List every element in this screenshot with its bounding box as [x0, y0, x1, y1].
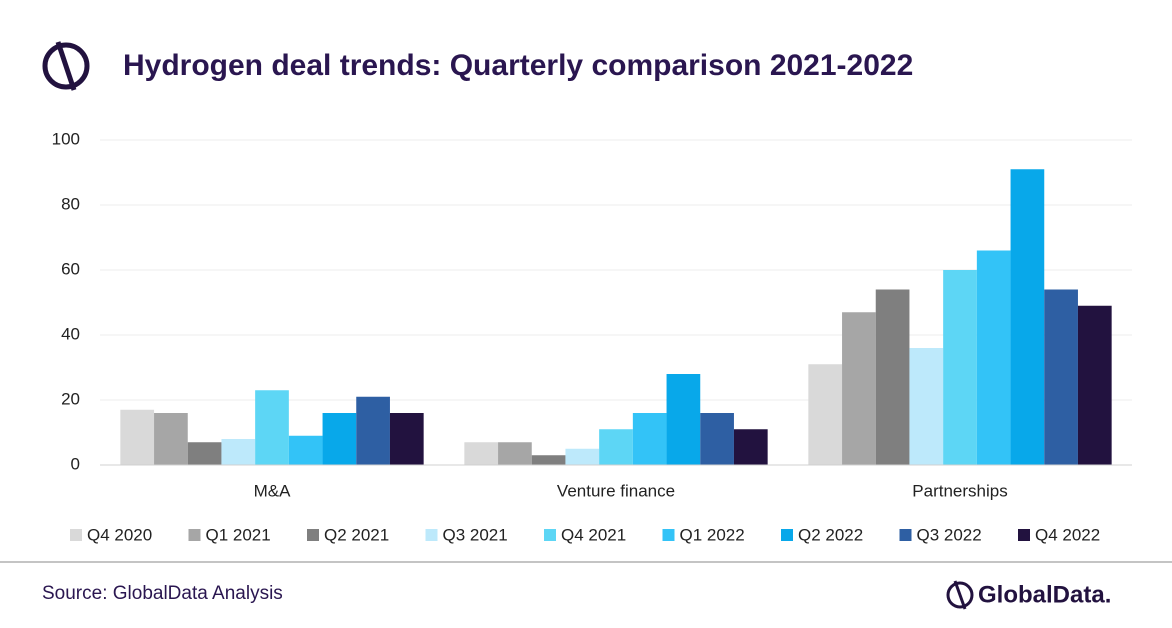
- brand-icon: [946, 580, 974, 610]
- bar: [733, 429, 768, 465]
- y-tick-label: 0: [71, 454, 80, 473]
- legend-label: Q3 2021: [443, 525, 508, 544]
- bar: [943, 270, 977, 465]
- bar: [565, 448, 600, 465]
- bar: [1044, 289, 1078, 465]
- y-tick-label: 100: [52, 129, 80, 148]
- bar: [389, 413, 424, 465]
- bar: [808, 364, 843, 465]
- legend-swatch: [899, 529, 912, 541]
- y-tick-label: 80: [61, 194, 80, 213]
- legend-label: Q2 2021: [324, 525, 389, 544]
- legend-swatch: [781, 529, 793, 541]
- bar: [288, 435, 323, 465]
- legend-label: Q2 2022: [798, 525, 863, 544]
- legend-label: Q4 2021: [561, 525, 626, 544]
- bar: [255, 390, 289, 465]
- y-tick-label: 20: [61, 389, 80, 408]
- bar: [666, 374, 701, 465]
- bar: [976, 250, 1011, 465]
- bar: [1077, 305, 1112, 465]
- legend-swatch: [425, 529, 438, 541]
- bar: [187, 442, 222, 465]
- bar: [531, 455, 566, 465]
- bar: [909, 348, 944, 465]
- legend-swatch: [307, 529, 319, 541]
- bar: [1010, 169, 1045, 465]
- legend-swatch: [1018, 529, 1030, 541]
- x-tick-label: Venture finance: [557, 481, 675, 500]
- bar: [842, 312, 876, 465]
- chart-title: Hydrogen deal trends: Quarterly comparis…: [123, 49, 913, 82]
- legend-label: Q4 2020: [87, 525, 152, 544]
- bar: [632, 413, 667, 465]
- logo-icon: [42, 41, 90, 91]
- bar: [599, 429, 633, 465]
- brand: GlobalData.: [978, 581, 1111, 608]
- bar: [154, 413, 188, 465]
- bar: [498, 442, 532, 465]
- legend-label: Q4 2022: [1035, 525, 1100, 544]
- legend-swatch: [70, 529, 82, 541]
- bar: [464, 442, 499, 465]
- x-tick-label: Partnerships: [912, 481, 1007, 500]
- y-tick-label: 60: [61, 259, 80, 278]
- bar: [700, 413, 734, 465]
- bar: [875, 289, 910, 465]
- legend-label: Q1 2021: [206, 525, 271, 544]
- bar: [120, 409, 155, 465]
- bar: [221, 439, 256, 465]
- legend-swatch: [662, 529, 675, 541]
- legend-swatch: [188, 529, 201, 541]
- source: Source: GlobalData Analysis: [42, 583, 283, 604]
- bar: [356, 396, 390, 465]
- legend-label: Q3 2022: [917, 525, 982, 544]
- legend-swatch: [544, 529, 556, 541]
- bar: [322, 413, 357, 465]
- legend-label: Q1 2022: [680, 525, 745, 544]
- y-tick-label: 40: [61, 324, 80, 343]
- x-tick-label: M&A: [254, 481, 292, 500]
